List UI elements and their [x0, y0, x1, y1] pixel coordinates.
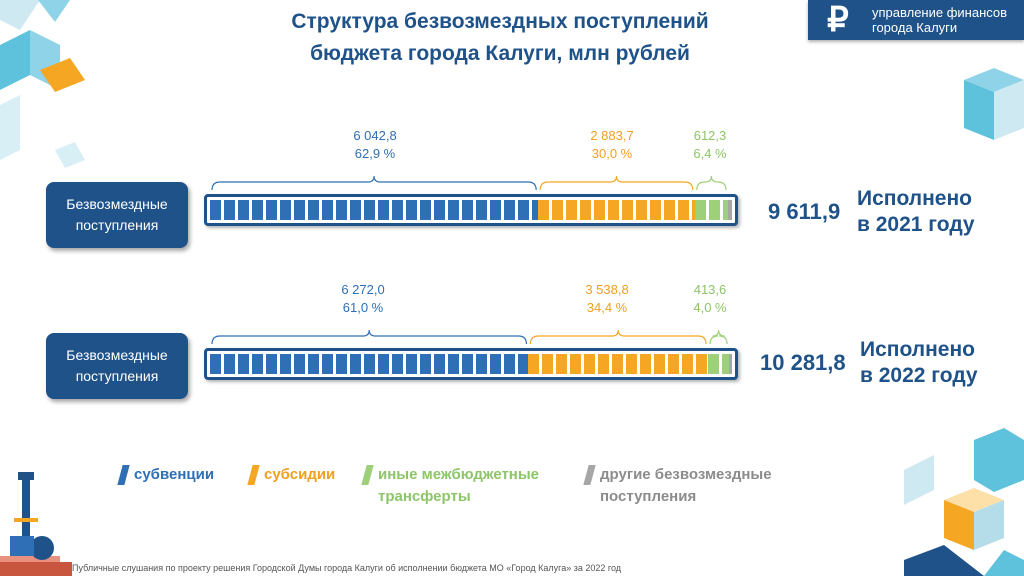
- footer-note: Публичные слушания по проекту решения Го…: [72, 563, 622, 573]
- logo-banner: ₽ управление финансов города Калуги: [808, 0, 1024, 40]
- decor-bottom-right: [904, 428, 1024, 576]
- subsidies-value-2022: 3 538,8: [585, 282, 629, 297]
- bracket-subventions: [211, 175, 537, 191]
- transfers-label-2022: 413,6 4,0 %: [665, 281, 755, 317]
- row-label-2022: Безвозмездные поступления: [46, 333, 188, 399]
- status-2021: Исполнено в 2021 году: [857, 186, 975, 238]
- row-label-2021-text: Безвозмездные поступления: [66, 196, 168, 233]
- bar-segment-subventions: [210, 354, 529, 374]
- stacked-bar-2022: [204, 348, 738, 380]
- row-label-2022-text: Безвозмездные поступления: [66, 347, 168, 384]
- transfers-label-2021: 612,3 6,4 %: [665, 127, 755, 163]
- decor-top-left: [0, 0, 85, 168]
- subventions-pct-2021: 62,9 %: [354, 146, 396, 161]
- subventions-value-2021: 6 042,8: [353, 128, 397, 143]
- ruble-icon: ₽: [827, 1, 849, 39]
- total-2021: 9 611,9: [768, 199, 841, 224]
- status-2022: Исполнено в 2022 году: [860, 337, 978, 389]
- subventions-label-2022: 6 272,0 61,0 %: [318, 281, 408, 317]
- status-2022-line-1: Исполнено: [860, 338, 975, 361]
- bar-segment-subventions: [210, 200, 539, 220]
- transfers-value-2022: 413,6: [693, 282, 727, 297]
- bar-segment-subsidies: [538, 200, 695, 220]
- subsidies-pct-2021: 30,0 %: [591, 146, 633, 161]
- bracket-subventions: [211, 329, 528, 345]
- status-2022-line-2: в 2022 году: [860, 364, 978, 387]
- decor-top-right: [964, 68, 1024, 140]
- bar-segment-subsidies: [528, 354, 709, 374]
- subventions-pct-2022: 61,0 %: [342, 300, 384, 315]
- total-2022: 10 281,8: [760, 350, 846, 375]
- bar-segment-transfers: [708, 354, 730, 374]
- page-title-line-1: Структура безвозмездных поступлений: [291, 10, 709, 33]
- stacked-bar-2021: [204, 194, 738, 226]
- logo-text-line-1: управление финансов: [872, 5, 1008, 20]
- legend-transfers: иные межбюджетные трансферты: [378, 466, 540, 505]
- transfers-pct-2022: 4,0 %: [693, 300, 727, 315]
- bar-segment-other: [729, 354, 732, 374]
- legend-other: другие безвозмездные поступления: [600, 466, 772, 505]
- page-title: Структура безвозмездных поступлений бюдж…: [200, 6, 800, 70]
- decor-bottom-left-tower: [0, 472, 72, 576]
- logo-text-line-2: города Калуги: [872, 20, 958, 35]
- status-2021-line-2: в 2021 году: [857, 213, 975, 236]
- bracket-transfers: [709, 329, 728, 345]
- bracket-transfers: [696, 175, 727, 191]
- subventions-label-2021: 6 042,8 62,9 %: [330, 127, 420, 163]
- subsidies-label-2021: 2 883,7 30,0 %: [567, 127, 657, 163]
- bracket-subsidies: [539, 175, 694, 191]
- subsidies-pct-2022: 34,4 %: [586, 300, 628, 315]
- bar-segment-transfers: [694, 200, 729, 220]
- legend-subsidies: субсидии: [264, 466, 336, 483]
- status-2021-line-1: Исполнено: [857, 187, 972, 210]
- subventions-value-2022: 6 272,0: [341, 282, 385, 297]
- bracket-subsidies: [529, 329, 707, 345]
- transfers-value-2021: 612,3: [693, 128, 727, 143]
- bar-segment-other: [728, 200, 732, 220]
- transfers-pct-2021: 6,4 %: [693, 146, 727, 161]
- page-title-line-2: бюджета города Калуги, млн рублей: [310, 42, 690, 65]
- logo-text: управление финансов города Калуги: [872, 5, 1007, 35]
- row-label-2021: Безвозмездные поступления: [46, 182, 188, 248]
- legend-subventions: субвенции: [134, 466, 215, 483]
- subsidies-value-2021: 2 883,7: [590, 128, 634, 143]
- subsidies-label-2022: 3 538,8 34,4 %: [562, 281, 652, 317]
